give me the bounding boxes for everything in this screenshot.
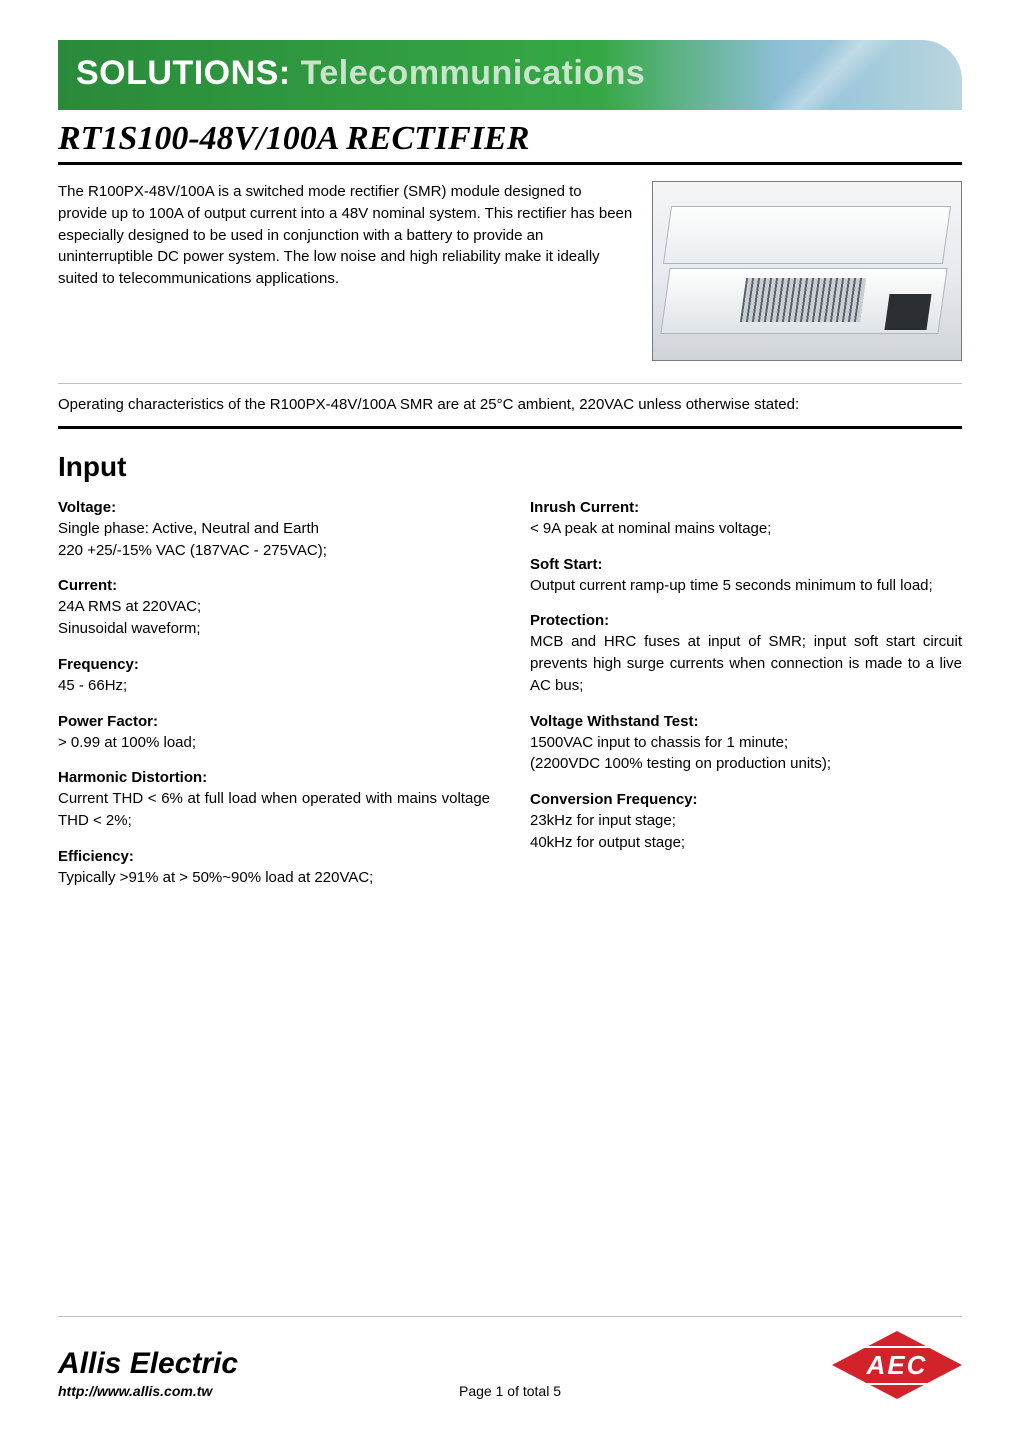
- banner-category: Telecommunications: [301, 54, 646, 92]
- spec-label: Voltage Withstand Test:: [530, 713, 962, 730]
- spec-label: Frequency:: [58, 656, 490, 673]
- divider-heavy: [58, 426, 962, 429]
- product-photo-grille: [740, 278, 866, 322]
- spec-body: Typically >91% at > 50%~90% load at 220V…: [58, 867, 490, 889]
- spec-label: Inrush Current:: [530, 499, 962, 516]
- spec-inrush-current: Inrush Current: < 9A peak at nominal mai…: [530, 499, 962, 540]
- product-photo: [652, 181, 962, 361]
- spec-body: 45 - 66Hz;: [58, 675, 490, 697]
- section-heading-input: Input: [58, 451, 962, 483]
- spec-body: 23kHz for input stage; 40kHz for output …: [530, 810, 962, 854]
- divider-light: [58, 383, 962, 384]
- spec-current: Current: 24A RMS at 220VAC; Sinusoidal w…: [58, 577, 490, 640]
- spec-body: Single phase: Active, Neutral and Earth …: [58, 518, 490, 562]
- page-title: RT1S100-48V/100A RECTIFIER: [58, 120, 962, 158]
- specs-col-left: Voltage: Single phase: Active, Neutral a…: [58, 499, 490, 905]
- spec-body: MCB and HRC fuses at input of SMR; input…: [530, 631, 962, 696]
- spec-body: 1500VAC input to chassis for 1 minute; (…: [530, 732, 962, 776]
- spec-body: > 0.99 at 100% load;: [58, 732, 490, 754]
- intro-row: The R100PX-48V/100A is a switched mode r…: [58, 181, 962, 361]
- product-photo-shape: [663, 206, 951, 264]
- spec-label: Power Factor:: [58, 713, 490, 730]
- banner: SOLUTIONS: Telecommunications: [58, 40, 962, 110]
- title-block: RT1S100-48V/100A RECTIFIER: [58, 120, 962, 165]
- conditions-paragraph: Operating characteristics of the R100PX-…: [58, 394, 962, 416]
- banner-solutions-label: SOLUTIONS:: [76, 54, 291, 92]
- spec-label: Efficiency:: [58, 848, 490, 865]
- spec-label: Voltage:: [58, 499, 490, 516]
- spec-protection: Protection: MCB and HRC fuses at input o…: [530, 612, 962, 696]
- spec-body: Output current ramp-up time 5 seconds mi…: [530, 575, 962, 597]
- spec-label: Soft Start:: [530, 556, 962, 573]
- spec-efficiency: Efficiency: Typically >91% at > 50%~90% …: [58, 848, 490, 889]
- product-photo-slot: [884, 294, 931, 330]
- footer-company-name: Allis Electric: [58, 1347, 238, 1381]
- aec-logo-text: AEC: [861, 1346, 934, 1385]
- spec-label: Conversion Frequency:: [530, 791, 962, 808]
- footer-logo: AEC: [832, 1331, 962, 1399]
- banner-text: SOLUTIONS: Telecommunications: [76, 54, 645, 93]
- aec-logo-icon: AEC: [832, 1331, 962, 1399]
- spec-soft-start: Soft Start: Output current ramp-up time …: [530, 556, 962, 597]
- spec-harmonic-distortion: Harmonic Distortion: Current THD < 6% at…: [58, 769, 490, 832]
- spec-power-factor: Power Factor: > 0.99 at 100% load;: [58, 713, 490, 754]
- footer-divider: [58, 1316, 962, 1317]
- spec-voltage-withstand: Voltage Withstand Test: 1500VAC input to…: [530, 713, 962, 776]
- intro-paragraph: The R100PX-48V/100A is a switched mode r…: [58, 181, 634, 361]
- spec-body: Current THD < 6% at full load when opera…: [58, 788, 490, 832]
- spec-body: < 9A peak at nominal mains voltage;: [530, 518, 962, 540]
- specs-col-right: Inrush Current: < 9A peak at nominal mai…: [530, 499, 962, 905]
- spec-label: Protection:: [530, 612, 962, 629]
- spec-conversion-frequency: Conversion Frequency: 23kHz for input st…: [530, 791, 962, 854]
- spec-body: 24A RMS at 220VAC; Sinusoidal waveform;: [58, 596, 490, 640]
- spec-label: Harmonic Distortion:: [58, 769, 490, 786]
- spec-voltage: Voltage: Single phase: Active, Neutral a…: [58, 499, 490, 562]
- spec-label: Current:: [58, 577, 490, 594]
- specs-columns: Voltage: Single phase: Active, Neutral a…: [58, 499, 962, 905]
- spec-frequency: Frequency: 45 - 66Hz;: [58, 656, 490, 697]
